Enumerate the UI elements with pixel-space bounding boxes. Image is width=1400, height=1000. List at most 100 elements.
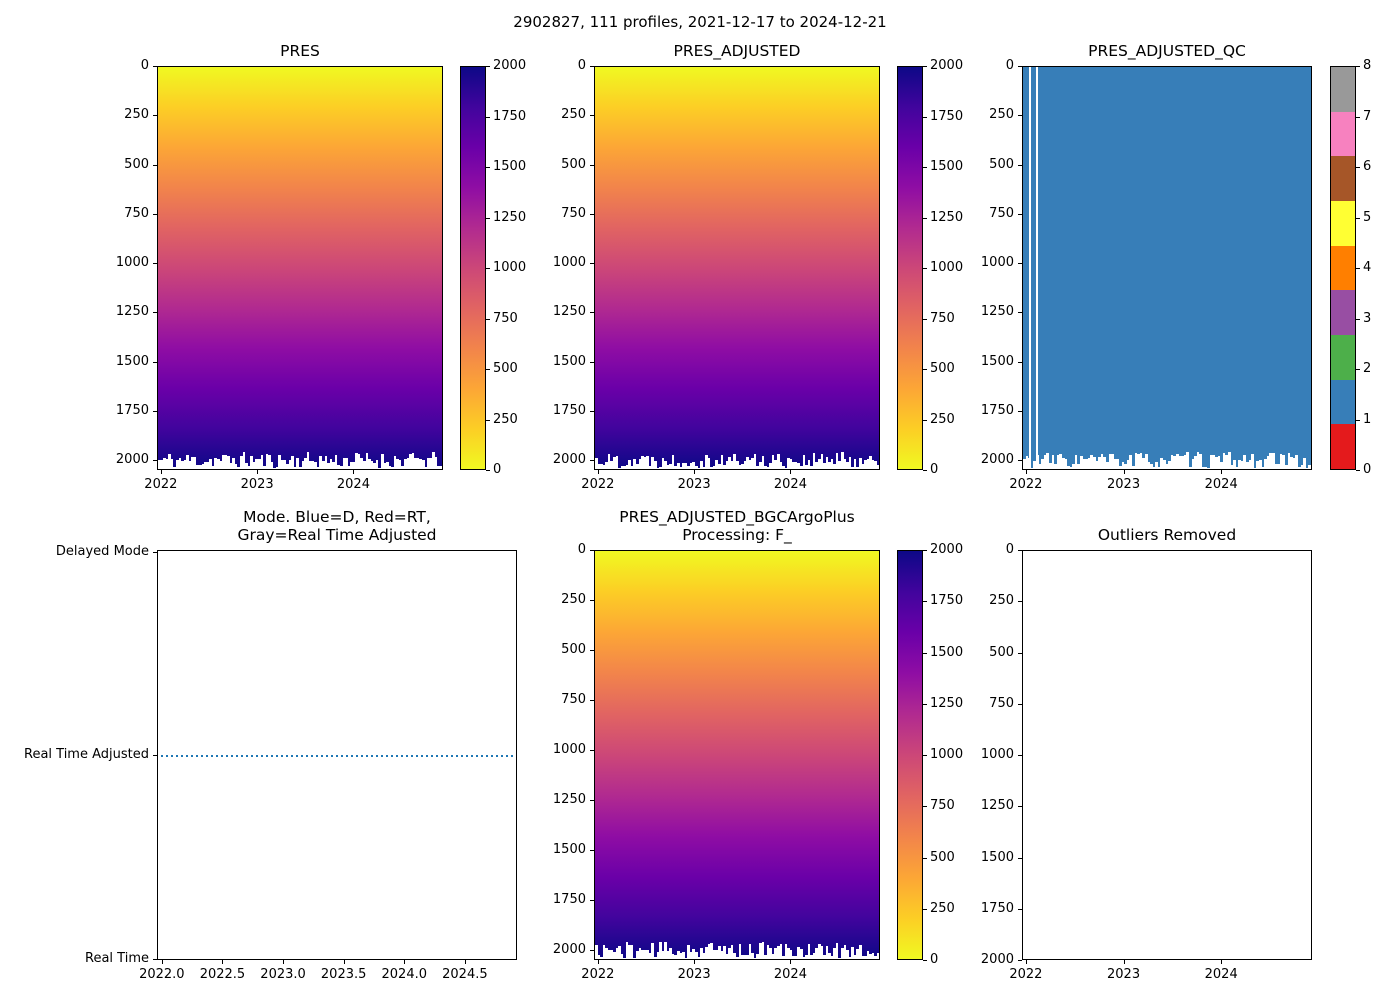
x-tick-mark xyxy=(1025,960,1027,964)
y-tick-mark xyxy=(153,115,157,117)
pres_adjusted_bgc-x-tick-label: 2022 xyxy=(581,967,615,982)
y-tick-mark xyxy=(1018,213,1022,215)
qc-colorbar-segment-4 xyxy=(1331,245,1355,291)
colorbar-tick-mark xyxy=(923,217,927,219)
pres_adjusted_qc-x-tick-label: 2022 xyxy=(1009,477,1043,492)
qc-colorbar-segment-1 xyxy=(1331,379,1355,425)
outliers-y-tick-label: 500 xyxy=(989,644,1014,660)
y-tick-mark xyxy=(153,164,157,166)
figure-suptitle: 2902827, 111 profiles, 2021-12-17 to 202… xyxy=(513,13,887,31)
outliers-y-tick-label: 1250 xyxy=(980,798,1014,814)
y-tick-mark xyxy=(1018,263,1022,265)
y-tick-mark xyxy=(153,755,157,757)
pres-heatmap xyxy=(158,67,442,469)
pres_adjusted_bgc-colorbar-tick-label: 1750 xyxy=(930,593,964,609)
y-tick-mark xyxy=(1018,908,1022,910)
pres-title-line: PRES xyxy=(280,42,320,60)
pres-colorbar-tick-label: 250 xyxy=(493,411,518,427)
pres-axes xyxy=(157,66,443,470)
pres_adjusted_qc-colorbar-tick-label: 0 xyxy=(1363,462,1372,477)
pres-y-tick-label: 1000 xyxy=(115,255,149,271)
pres-colorbar-tick-label: 1000 xyxy=(493,260,527,275)
pres_adjusted_bgc-colorbar-tick-label: 1250 xyxy=(930,695,964,711)
pres_adjusted_bgc-colorbar-tick-label: 0 xyxy=(930,952,939,967)
pres_adjusted_bgc-y-tick-label: 250 xyxy=(561,592,586,607)
pres_adjusted_bgc-y-tick-label: 1500 xyxy=(552,842,586,857)
mode-title-line: Gray=Real Time Adjusted xyxy=(237,526,437,544)
y-tick-mark xyxy=(590,410,594,412)
y-tick-mark xyxy=(590,115,594,117)
pres-y-tick-label: 1500 xyxy=(115,353,149,369)
outliers-axes xyxy=(1022,550,1312,960)
y-tick-mark xyxy=(590,900,594,901)
x-tick-mark xyxy=(1025,470,1027,474)
x-tick-mark xyxy=(694,470,696,474)
pres-y-tick-label: 0 xyxy=(140,58,149,73)
colorbar-tick-mark xyxy=(923,470,927,471)
pres_adjusted-title-line: PRES_ADJUSTED xyxy=(673,42,801,60)
colorbar-tick-mark xyxy=(486,318,490,320)
pres_adjusted-colorbar-tick-label: 750 xyxy=(930,310,955,326)
y-tick-mark xyxy=(153,66,157,67)
y-tick-mark xyxy=(153,263,157,265)
pres_adjusted_qc-y-tick-label: 0 xyxy=(1005,58,1014,73)
colorbar-tick-mark xyxy=(1356,318,1360,320)
y-tick-mark xyxy=(1018,361,1022,363)
pres_adjusted_qc-ragged-bottom-edge xyxy=(1023,451,1311,469)
y-tick-mark xyxy=(1018,115,1022,117)
pres_adjusted_bgc-y-tick-label: 1250 xyxy=(552,792,586,807)
pres_adjusted_bgc-colorbar-tick-label: 500 xyxy=(930,849,955,865)
x-tick-mark xyxy=(464,960,466,964)
pres_adjusted_qc-x-tick-label: 2023 xyxy=(1107,477,1141,492)
y-tick-mark xyxy=(153,312,157,314)
y-tick-mark xyxy=(153,410,157,412)
pres_adjusted_bgc-x-tick-label: 2024 xyxy=(773,967,807,982)
pres_adjusted_qc-colorbar-tick-label: 5 xyxy=(1363,209,1372,225)
mode-y-category-label: Real Time xyxy=(85,951,149,967)
pres_adjusted_bgc-axes xyxy=(594,550,880,960)
x-tick-mark xyxy=(1123,470,1125,474)
outliers-y-tick-label: 750 xyxy=(989,695,1014,711)
x-tick-mark xyxy=(404,960,406,964)
pres-colorbar-tick-label: 0 xyxy=(493,462,502,477)
pres_adjusted_bgc-colorbar-tick-label: 250 xyxy=(930,900,955,916)
colorbar-tick-mark xyxy=(1356,167,1360,168)
pres_adjusted-y-tick-label: 750 xyxy=(561,205,586,221)
qc-colorbar-segment-0 xyxy=(1331,424,1355,469)
y-tick-mark xyxy=(590,213,594,215)
colorbar-tick-mark xyxy=(486,369,490,370)
colorbar-tick-mark xyxy=(923,167,927,168)
y-tick-mark xyxy=(153,361,157,363)
x-tick-mark xyxy=(161,960,163,964)
pres_adjusted-x-tick-label: 2024 xyxy=(773,477,807,492)
colorbar-tick-mark xyxy=(1356,116,1360,118)
pres_adjusted_bgc-colorbar-tick-label: 750 xyxy=(930,798,955,814)
colorbar-tick-mark xyxy=(923,550,927,551)
colorbar-tick-mark xyxy=(923,703,927,705)
pres-x-tick-label: 2022 xyxy=(144,477,178,492)
pres_adjusted_qc-colorbar-tick-label: 4 xyxy=(1363,260,1372,275)
pres_adjusted_qc-y-tick-label: 2000 xyxy=(980,452,1014,468)
outliers-y-tick-label: 1000 xyxy=(980,747,1014,762)
y-tick-mark xyxy=(153,460,157,462)
pres_adjusted_qc-heatmap xyxy=(1023,67,1311,469)
mode-x-tick-label: 2024.5 xyxy=(442,967,488,982)
pres-y-tick-label: 1750 xyxy=(115,402,149,418)
mode-title-line: Mode. Blue=D, Red=RT, xyxy=(243,508,431,526)
pres_adjusted_qc-colorbar-tick-label: 1 xyxy=(1363,411,1372,427)
colorbar-tick-mark xyxy=(486,419,490,421)
pres_adjusted_bgc-heatmap xyxy=(595,551,879,959)
pres_adjusted_bgc-colorbar-tick-label: 1000 xyxy=(930,747,964,762)
x-tick-mark xyxy=(790,470,792,474)
pres_adjusted_qc-colorbar-tick-label: 6 xyxy=(1363,159,1372,174)
pres_adjusted_qc-y-tick-label: 1750 xyxy=(980,402,1014,418)
pres_adjusted-y-tick-label: 0 xyxy=(577,58,586,73)
y-tick-mark xyxy=(1018,703,1022,705)
pres_adjusted-colorbar-tick-label: 2000 xyxy=(930,58,964,73)
pres_adjusted_bgc-y-tick-label: 750 xyxy=(561,692,586,707)
pres-y-tick-label: 750 xyxy=(124,205,149,221)
x-tick-mark xyxy=(257,470,259,474)
outliers-y-tick-label: 1750 xyxy=(980,900,1014,916)
pres_adjusted_qc-y-tick-label: 500 xyxy=(989,156,1014,172)
